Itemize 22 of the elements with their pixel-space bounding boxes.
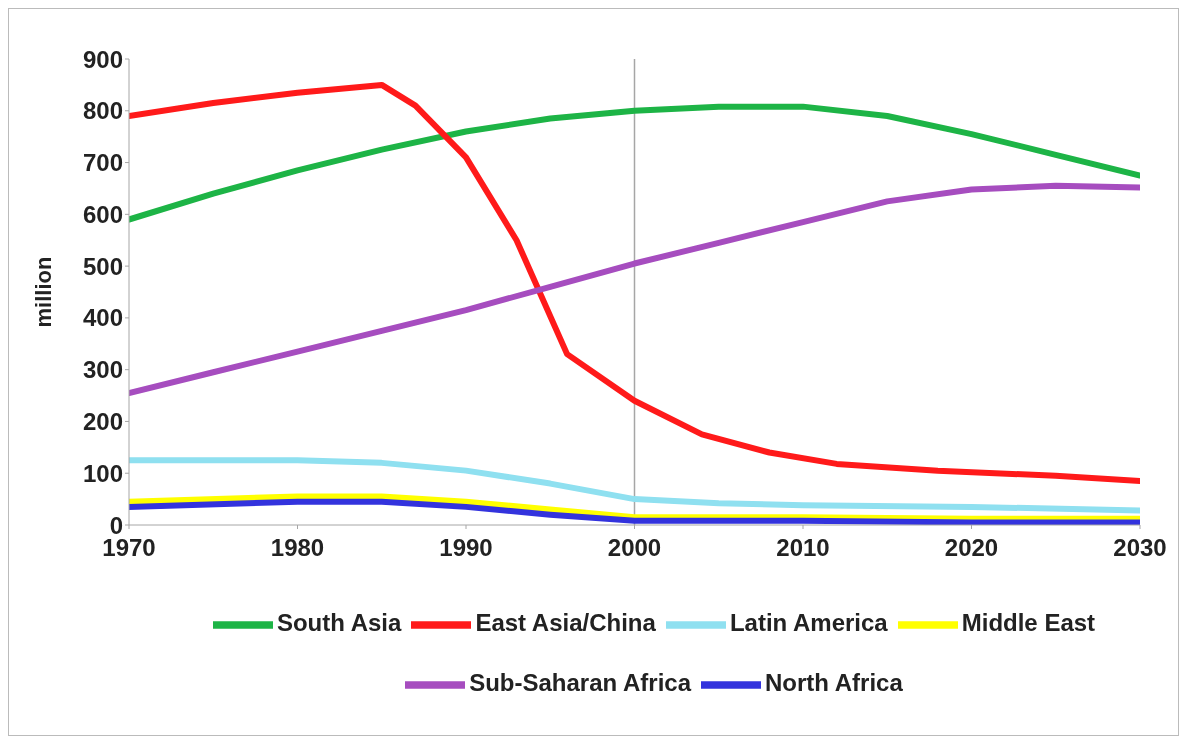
y-tick-label: 600 [82, 200, 123, 228]
legend-label: Latin America [729, 609, 888, 637]
y-tick-label: 700 [82, 149, 123, 177]
x-tick-label: 2030 [1113, 534, 1167, 562]
x-tick-label: 2020 [944, 534, 999, 562]
legend-label: Middle East [961, 609, 1096, 637]
x-tick-label: 2010 [776, 534, 830, 562]
x-tick-label: 1980 [270, 534, 325, 562]
y-tick-label: 100 [82, 459, 123, 487]
y-tick-label: 900 [82, 45, 123, 73]
legend-label: East Asia/China [475, 609, 656, 637]
legend-label: North Africa [765, 669, 903, 697]
y-axis-title: million [30, 256, 56, 328]
legend-label: South Asia [276, 609, 402, 637]
x-tick-label: 1990 [439, 534, 493, 562]
y-tick-label: 300 [82, 356, 123, 384]
x-tick-label: 2000 [607, 534, 662, 562]
y-tick-label: 500 [82, 252, 123, 280]
y-tick-label: 400 [82, 304, 123, 332]
y-tick-label: 200 [82, 407, 123, 435]
y-tick-label: 800 [82, 97, 123, 125]
legend-label: Sub-Saharan Africa [469, 669, 692, 697]
